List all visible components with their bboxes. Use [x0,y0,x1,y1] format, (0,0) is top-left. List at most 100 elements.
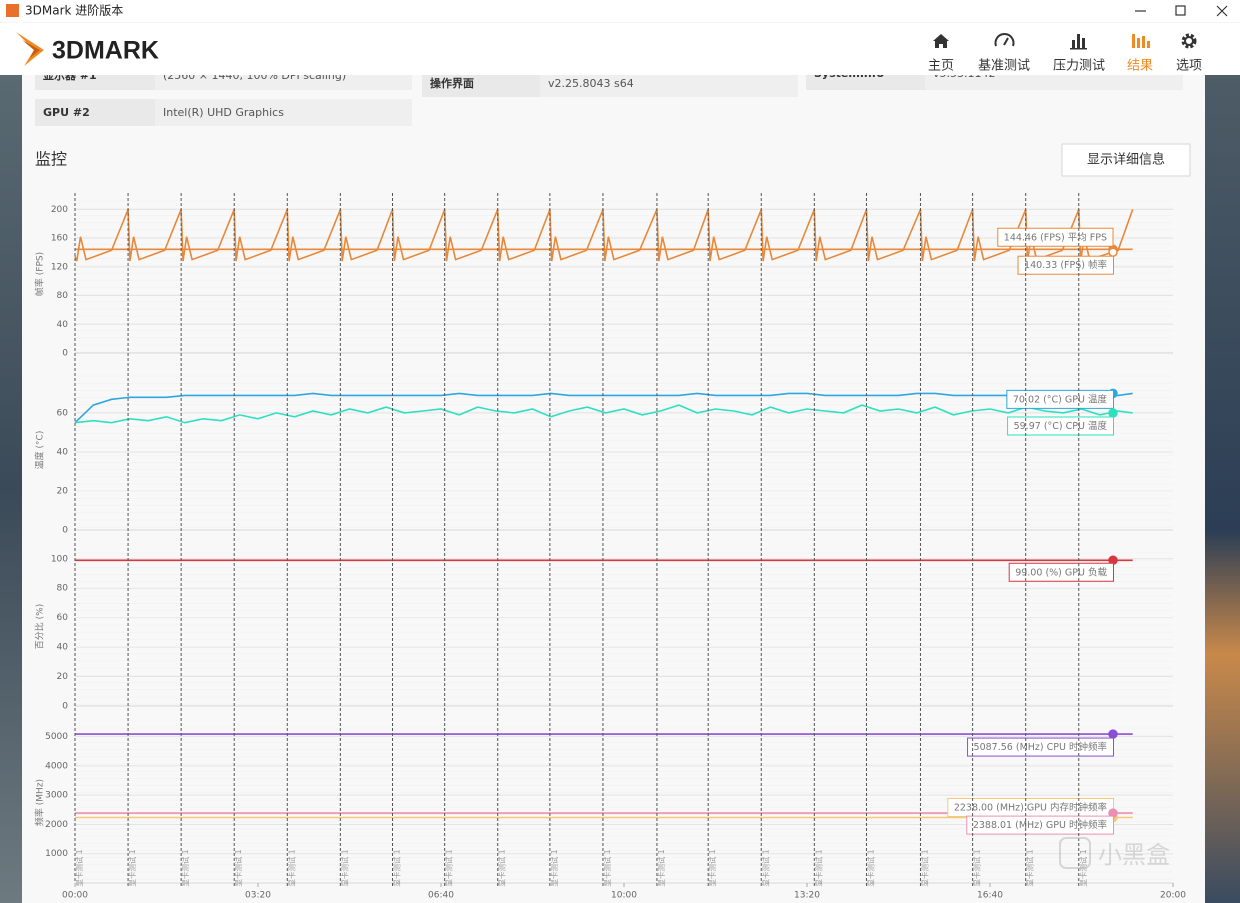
readout-box: 2388.01 (MHz) GPU 时钟频率 [966,815,1114,835]
y-tick-label: 4000 [45,761,68,771]
readout-text: 59.97 (°C) CPU 温度 [1014,419,1108,431]
stress-icon[interactable] [1077,34,1080,48]
readout-name: 平均 FPS [1068,231,1107,243]
x-tick-label: 06:40 [428,891,454,901]
readout-name: GPU 内存时钟频率 [1027,801,1108,813]
nav-label[interactable]: 压力测试 [1053,59,1105,74]
marker-label: 显卡测试 1 [286,849,296,886]
readout-unit: (MHz) [1015,820,1043,831]
results-icon[interactable] [1137,38,1140,48]
window-controls[interactable] [1135,5,1228,17]
info-cell [155,99,412,126]
readout-unit: (FPS) [1060,260,1085,271]
y-tick-label: 160 [51,234,68,244]
readout-text: 2238.00 (MHz) GPU 内存时钟频率 [954,801,1108,813]
nav-item[interactable]: 主页 [928,34,954,74]
series-line [74,404,1133,424]
readout-unit: (%) [1045,567,1061,578]
button-frame[interactable] [1061,143,1191,177]
y-axis-label: 温度 (°C) [34,431,46,470]
maximize-button[interactable] [1175,5,1186,16]
home-icon[interactable] [933,34,949,48]
details-button[interactable]: 显示详细信息 [1061,143,1191,177]
marker-label: 显卡测试 1 [1025,849,1035,886]
y-tick-label: 120 [51,262,68,272]
marker-label: 显卡测试 1 [549,849,559,886]
readout-dot [1108,729,1118,739]
readout-unit: (FPS) [1040,232,1065,243]
options-icon[interactable] [1181,33,1197,49]
x-tick-label: 16:40 [977,891,1003,901]
marker-label: 显卡测试 1 [444,849,454,886]
y-axis-label: 帧率 (FPS) [34,252,46,296]
logo-mark [16,32,44,66]
watermark-icon [1059,837,1091,869]
y-tick-label: 1000 [45,849,68,859]
y-tick-label: 60 [57,408,69,418]
stress-icon[interactable] [1072,40,1075,48]
readout-name: CPU 时钟频率 [1047,741,1108,753]
info-value: Intel(R) UHD Graphics [163,106,284,119]
options-icon[interactable] [1184,36,1194,46]
nav-label[interactable]: 选项 [1176,59,1202,74]
gauge-icon[interactable] [994,33,1015,47]
readout-unit: (°C) [1044,420,1063,431]
results-icon[interactable] [1147,41,1150,48]
nav-item-active[interactable]: 结果 [1127,34,1153,74]
nav-item[interactable]: 压力测试 [1053,34,1105,74]
x-tick-label: 00:00 [62,891,88,901]
info-label: 操作界面 [430,76,474,90]
y-tick-label: 20 [57,672,69,682]
gauge-icon[interactable] [1003,37,1009,46]
readout-frame [966,815,1114,835]
nav-item[interactable]: 选项 [1176,33,1202,74]
readout-frame [1007,416,1114,436]
readout-value: 59.97 [1014,420,1041,431]
info-label: GPU #2 [43,106,90,119]
titlebar-divider [0,22,1240,23]
marker-label: 显卡测试 1 [180,849,190,886]
nav-label[interactable]: 主页 [928,59,954,74]
marker-label: 显卡测试 1 [127,849,137,886]
y-tick-label: 40 [57,447,69,457]
chart-panel: 0 20 40 60 温度 (°C) 70.02 (°C) GPU 温度 59.97 (°C… [34,375,1173,536]
chart-panel: 0 20 40 60 80 100 百分比 (%) 99.00 (%) GPU 负载 [34,552,1173,712]
readout-name: GPU 时钟频率 [1046,819,1108,831]
readout-value: 99.00 [1015,567,1042,578]
y-axis-label: 百分比 (%) [34,604,46,649]
button-label[interactable]: 显示详细信息 [1087,152,1165,168]
nav-label[interactable]: 结果 [1127,59,1153,74]
x-tick-label: 10:00 [611,891,637,901]
nav-bar[interactable]: 主页 基准测试 压力测试 结果 选项 [928,33,1202,74]
nav-item[interactable]: 基准测试 [978,33,1030,74]
readout-box: 5087.56 (MHz) CPU 时钟频率 [967,737,1114,757]
readout-value: 140.33 [1024,260,1057,271]
logo: 3DMARK [16,32,159,66]
y-tick-label: 100 [51,554,68,564]
close-button[interactable] [1216,5,1228,17]
watermark: 小黑盒 [1059,837,1170,869]
y-tick-label: 60 [57,613,69,623]
readout-text: 5087.56 (MHz) CPU 时钟频率 [974,741,1108,753]
readout-frame [1006,389,1114,409]
app-icon [6,4,19,17]
marker-label: 显卡测试 1 [339,849,349,886]
results-icon[interactable] [1142,36,1145,48]
y-tick-label: 5000 [45,732,68,742]
results-icon[interactable] [1132,34,1135,48]
readout-text: 144.46 (FPS) 平均 FPS [1004,231,1107,243]
readout-frame [997,227,1114,247]
readout-value: 2388.01 [973,820,1012,831]
readout-box: 144.46 (FPS) 平均 FPS [997,227,1114,247]
marker-label: 显卡测试 1 [74,849,84,886]
stress-icon[interactable] [1082,38,1085,48]
logo-mark [22,40,40,58]
logo-text: 3DMARK [52,37,159,65]
stress-icon[interactable] [1070,48,1087,50]
nav-label[interactable]: 基准测试 [978,59,1030,74]
readout-value: 70.02 [1013,394,1040,405]
readout-dot [1108,408,1118,418]
y-tick-label: 3000 [45,791,68,801]
marker-label: 显卡测试 1 [972,849,982,886]
